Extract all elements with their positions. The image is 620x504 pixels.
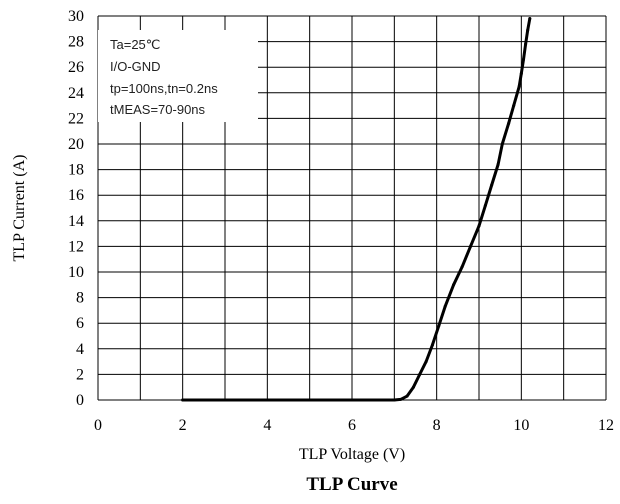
y-tick-label: 12 [68, 238, 84, 255]
y-tick-label: 30 [68, 8, 84, 25]
y-tick-label: 6 [76, 315, 84, 332]
data-point [507, 122, 511, 126]
data-point [524, 42, 528, 46]
data-point [443, 305, 447, 309]
y-tick-label: 18 [68, 162, 84, 179]
y-tick-label: 10 [68, 264, 84, 281]
data-point [405, 394, 409, 398]
data-point [223, 398, 227, 402]
data-point [528, 17, 532, 21]
data-point [424, 360, 428, 364]
data-point [460, 265, 464, 269]
x-tick-label: 12 [598, 417, 614, 434]
y-tick-label: 4 [76, 341, 84, 358]
y-tick-label: 14 [68, 213, 84, 230]
data-point [469, 244, 473, 248]
series-line-0 [181, 17, 532, 402]
x-axis-label: TLP Voltage (V) [299, 446, 405, 463]
data-point [452, 283, 456, 287]
x-tick-label: 0 [94, 417, 102, 434]
data-point [181, 398, 185, 402]
annotation-ta: Ta=25℃ [110, 37, 160, 52]
data-point [477, 224, 481, 228]
y-tick-label: 16 [68, 187, 84, 204]
data-point [519, 72, 523, 76]
data-point [418, 372, 422, 376]
x-tick-label: 6 [348, 417, 356, 434]
y-tick-label: 20 [68, 136, 84, 153]
data-point [437, 324, 441, 328]
series-layer [181, 17, 532, 402]
y-tick-label: 2 [76, 366, 84, 383]
data-point [521, 58, 525, 62]
x-tick-label: 2 [179, 417, 187, 434]
x-tick-label: 10 [513, 417, 529, 434]
annotation-io-gnd: I/O-GND [110, 59, 161, 74]
data-point [512, 104, 516, 108]
data-point [411, 385, 415, 389]
y-tick-label: 0 [76, 392, 84, 409]
y-tick-label: 26 [68, 59, 84, 76]
data-point [308, 398, 312, 402]
data-point [350, 398, 354, 402]
y-tick-label: 28 [68, 34, 84, 51]
x-tick-label: 4 [263, 417, 271, 434]
data-point [526, 28, 530, 32]
data-point [483, 203, 487, 207]
data-point [430, 343, 434, 347]
data-point [490, 183, 494, 187]
data-point [392, 398, 396, 402]
chart-title: TLP Curve [306, 474, 397, 495]
y-tick-label: 22 [68, 110, 84, 127]
data-point [517, 84, 521, 88]
annotation-tmeas: tMEAS=70-90ns [110, 102, 206, 117]
annotation-box [98, 30, 258, 122]
data-point [399, 397, 403, 401]
y-tick-label: 24 [68, 85, 84, 102]
data-point [265, 398, 269, 402]
data-point [496, 162, 500, 166]
data-point [500, 142, 504, 146]
x-tick-label: 8 [433, 417, 441, 434]
y-axis-label: TLP Current (A) [11, 155, 28, 262]
y-tick-label: 8 [76, 290, 84, 307]
annotation-pulse: tp=100ns,tn=0.2ns [110, 81, 218, 96]
